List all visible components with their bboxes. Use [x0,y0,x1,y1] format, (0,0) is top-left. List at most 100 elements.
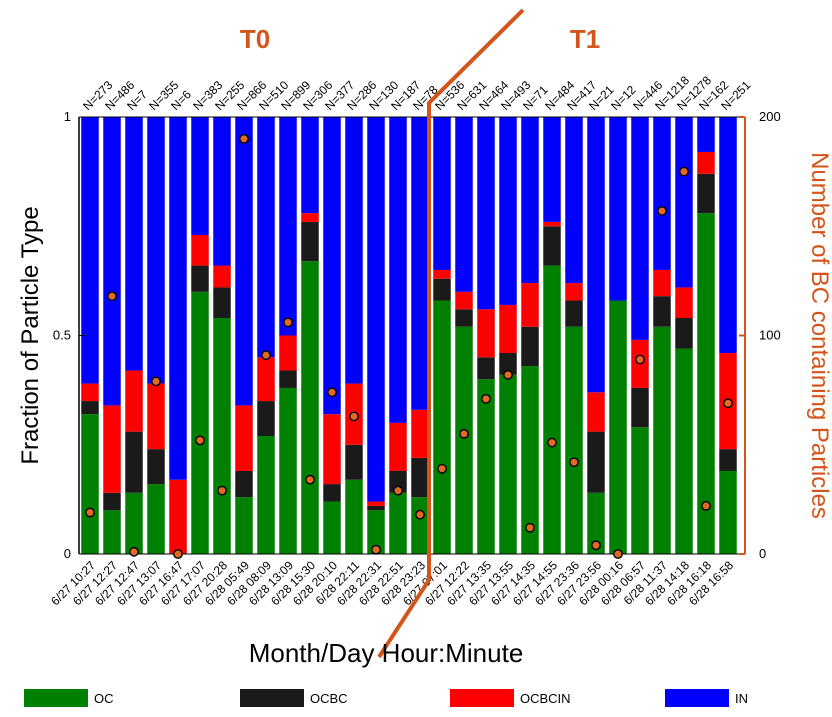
period-label-t0: T0 [240,24,270,54]
bar-ocbc-27 [675,318,693,349]
bar-oc-15 [411,497,429,554]
bar-oc-11 [323,501,341,554]
bar-ocbcin-23 [587,392,605,432]
bar-oc-24 [609,300,627,554]
bar-in-2 [125,117,143,371]
bar-in-1 [103,117,121,406]
bc-count-dot-19 [503,369,513,380]
bar-in-16 [433,117,451,270]
bar-ocbcin-20 [521,283,539,327]
bc-count-dot-4 [173,549,183,559]
bar-in-12 [345,117,363,384]
bar-ocbc-19 [499,352,517,375]
bar-ocbc-9 [279,370,297,388]
legend-swatch-in [665,689,729,707]
bar-oc-20 [521,366,539,554]
bar-in-23 [587,117,605,393]
bar-ocbc-18 [477,357,495,380]
legend-label-ocbc: OCBC [310,691,348,706]
bar-oc-7 [235,497,253,554]
bar-ocbc-8 [257,401,275,437]
bar-ocbcin-18 [477,309,495,358]
bar-ocbcin-26 [653,269,671,297]
bc-count-dot-23 [591,540,601,551]
bc-count-dot-22 [569,457,579,468]
bar-in-0 [81,117,99,384]
bc-count-dot-10 [305,474,315,485]
bar-ocbcin-15 [411,409,429,458]
bc-count-dot-21 [547,437,557,448]
bc-count-dot-17 [459,428,469,439]
bar-ocbc-20 [521,326,539,367]
bar-ocbcin-7 [235,405,253,471]
bar-oc-9 [279,387,297,554]
bar-in-20 [521,117,539,284]
legend-label-ocbcin: OCBCIN [520,691,571,706]
bar-ocbcin-3 [147,383,165,450]
bar-in-3 [147,117,165,384]
right-tick-label-1: 100 [759,328,781,343]
bar-oc-8 [257,436,275,554]
left-tick-label-1: 0.5 [53,328,71,343]
bar-oc-12 [345,479,363,554]
bar-ocbcin-8 [257,357,275,402]
bar-ocbcin-5 [191,234,209,266]
bar-ocbcin-28 [697,151,715,174]
x-axis-title: Month/Day Hour:Minute [249,638,524,668]
bar-ocbcin-21 [543,221,561,227]
bar-ocbcin-22 [565,283,583,301]
bar-oc-2 [125,492,143,554]
y-axis-title-right: Number of BC containing Particles [806,152,832,519]
bar-in-5 [191,117,209,235]
y-axis-title-left: Fraction of Particle Type [17,206,44,464]
legend-item-in: IN [665,689,748,707]
bar-ocbcin-14 [389,422,407,471]
bc-count-dot-0 [85,507,95,518]
bc-count-dot-8 [261,350,271,361]
bar-in-22 [565,117,583,284]
bar-oc-27 [675,348,693,554]
bar-oc-10 [301,261,319,554]
bar-ocbcin-4 [169,479,187,554]
bar-ocbcin-10 [301,213,319,222]
bc-count-dot-15 [415,509,425,520]
bc-count-dot-5 [195,435,205,446]
bar-oc-3 [147,484,165,554]
bc-count-dot-3 [151,376,161,387]
bar-in-21 [543,117,561,222]
bar-in-9 [279,117,297,336]
bar-in-26 [653,117,671,270]
legend-item-oc: OC [24,689,114,707]
bar-oc-13 [367,510,385,554]
bar-ocbcin-2 [125,370,143,432]
bar-ocbc-15 [411,457,429,498]
bc-count-dot-20 [525,522,535,533]
bar-ocbc-17 [455,309,473,327]
bar-ocbc-14 [389,470,407,493]
bar-ocbcin-9 [279,335,297,371]
bar-in-25 [631,117,649,340]
bc-count-dot-11 [327,387,337,398]
bc-count-dot-16 [437,463,447,474]
bar-in-6 [213,117,231,266]
bar-ocbc-25 [631,387,649,428]
bar-in-4 [169,117,187,480]
bar-oc-17 [455,326,473,554]
bar-ocbc-23 [587,431,605,493]
legend-label-oc: OC [94,691,114,706]
bar-ocbc-1 [103,492,121,511]
bar-oc-29 [719,470,737,554]
bar-oc-6 [213,318,231,554]
bc-count-dot-25 [635,354,645,365]
bar-ocbc-10 [301,221,319,262]
legend-swatch-ocbcin [450,689,514,707]
bar-oc-26 [653,326,671,554]
bar-ocbcin-27 [675,287,693,319]
bar-ocbc-13 [367,505,385,511]
bar-oc-23 [587,492,605,554]
legend-swatch-ocbc [240,689,304,707]
bar-ocbc-7 [235,470,253,498]
bar-in-28 [697,117,715,152]
